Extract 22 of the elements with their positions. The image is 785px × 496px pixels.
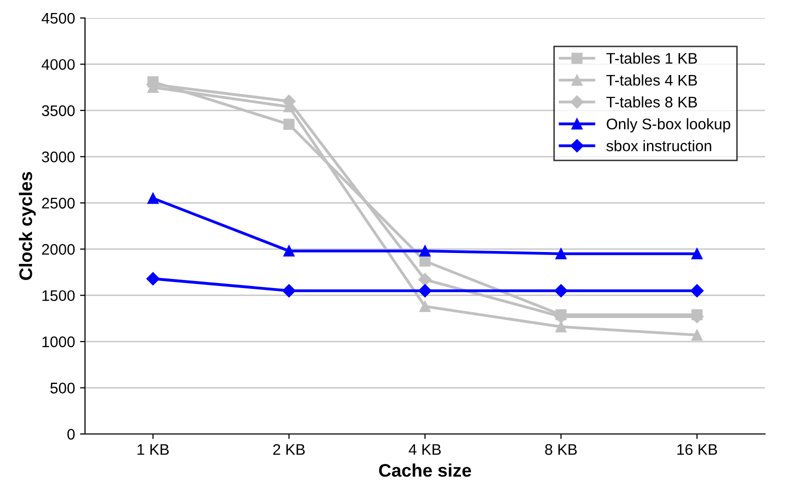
- x-axis-title: Cache size: [379, 464, 472, 477]
- y-axis-title: Clock cycles: [18, 172, 36, 280]
- y-tick-label: 2000: [42, 244, 75, 255]
- legend-label: sbox instruction: [606, 140, 712, 152]
- legend-label: Only S-box lookup: [606, 118, 730, 132]
- y-tick-label: 3000: [42, 152, 75, 162]
- x-tick-label: 1 KB: [138, 444, 169, 455]
- y-tick-label: 4000: [42, 59, 75, 70]
- y-tick-label: 1500: [42, 290, 75, 302]
- x-tick-label: 16 KB: [677, 444, 718, 455]
- x-tick-label: 2 KB: [273, 444, 305, 455]
- y-tick-label: 2500: [42, 198, 75, 209]
- y-tick-label: 3500: [42, 105, 75, 116]
- legend-label: T-tables 1 KB: [606, 52, 697, 64]
- y-tick-label: 4500: [42, 12, 75, 24]
- legend-label: T-tables 4 KB: [606, 74, 697, 86]
- y-tick-label: 1000: [42, 336, 75, 348]
- x-tick-label: 4 KB: [408, 444, 441, 455]
- y-tick-label: 0: [67, 428, 75, 440]
- x-tick-label: 8 KB: [545, 444, 577, 455]
- y-tick-label: 500: [50, 382, 75, 394]
- legend-label: T-tables 8 KB: [606, 96, 697, 108]
